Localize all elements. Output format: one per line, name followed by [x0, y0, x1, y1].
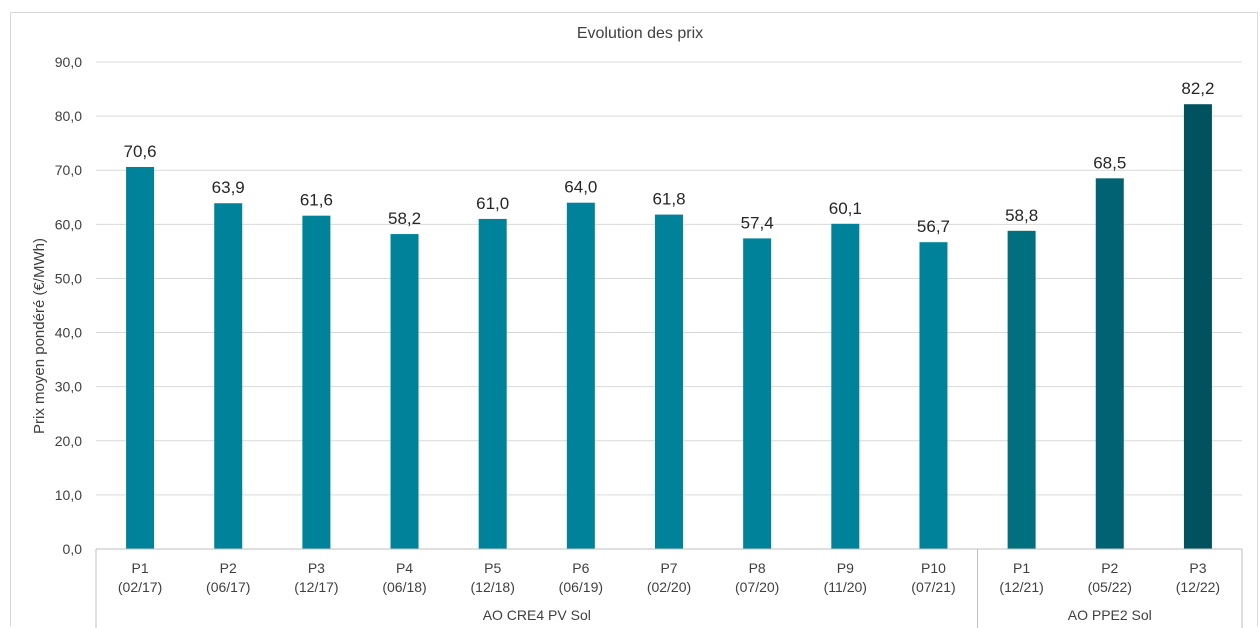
- data-label: 68,5: [1093, 153, 1126, 172]
- x-category-label: P1: [132, 560, 149, 576]
- bar: [566, 202, 595, 549]
- data-label: 56,7: [917, 217, 950, 236]
- x-category-date: (07/21): [911, 579, 955, 595]
- bar: [390, 234, 419, 549]
- x-category-label: P4: [396, 560, 413, 576]
- data-label: 61,6: [300, 191, 333, 210]
- data-label: 61,8: [652, 190, 685, 209]
- y-tick-label: 0,0: [63, 541, 83, 557]
- data-label: 58,2: [388, 209, 421, 228]
- data-label: 60,1: [829, 199, 862, 218]
- data-label: 61,0: [476, 194, 509, 213]
- x-category-label: P3: [308, 560, 325, 576]
- bar: [126, 166, 155, 549]
- y-axis-ticks: 0,0 10,0 20,0 30,0 40,0 50,0 60,0 70,0 80,0 90,0: [55, 54, 82, 557]
- bar: [831, 223, 860, 549]
- bar: [655, 214, 683, 550]
- x-category-date: (02/17): [118, 579, 162, 595]
- y-tick-label: 10,0: [55, 487, 82, 503]
- data-label: 70,6: [124, 142, 157, 161]
- x-category-label: P10: [921, 560, 946, 576]
- x-category-label: P5: [484, 560, 501, 576]
- y-tick-label: 60,0: [55, 216, 82, 232]
- y-tick-label: 20,0: [55, 433, 82, 449]
- bar: [919, 242, 948, 549]
- chart-frame: [10, 12, 1258, 626]
- x-category-label: P2: [220, 560, 237, 576]
- data-label: 57,4: [741, 213, 774, 232]
- chart-title: Evolution des prix: [577, 25, 703, 42]
- x-category-label: P1: [1013, 560, 1030, 576]
- data-label: 82,2: [1181, 79, 1214, 98]
- data-label: 58,8: [1005, 206, 1038, 225]
- bar: [214, 203, 243, 550]
- data-label: 63,9: [212, 178, 245, 197]
- bar: [1183, 104, 1212, 549]
- bars: 70,6 63,9 61,6 58,2 61,0 64,0 61,8 57,4 60,1 56,7…: [124, 79, 1214, 550]
- y-tick-label: 50,0: [55, 270, 82, 286]
- x-category-date: (02/20): [647, 579, 691, 595]
- x-group-label: AO PPE2 Sol: [1068, 607, 1152, 623]
- x-category-date: (12/22): [1176, 579, 1220, 595]
- x-category-label: P8: [749, 560, 766, 576]
- x-category-date: (12/18): [471, 579, 515, 595]
- data-label: 64,0: [564, 178, 597, 197]
- y-tick-label: 70,0: [55, 162, 82, 178]
- bar: [1007, 230, 1036, 549]
- x-category-date: (05/22): [1088, 579, 1132, 595]
- bar: [302, 215, 331, 550]
- bar: [1095, 178, 1124, 550]
- x-category-date: (07/20): [735, 579, 779, 595]
- x-category-label: P7: [660, 560, 677, 576]
- x-category-label: P3: [1189, 560, 1206, 576]
- x-category-date: (11/20): [824, 579, 867, 595]
- x-category-date: (12/21): [999, 579, 1043, 595]
- y-tick-label: 40,0: [55, 325, 82, 341]
- bar: [743, 238, 772, 549]
- x-group-label: AO CRE4 PV Sol: [483, 607, 591, 623]
- x-category-label: P6: [572, 560, 589, 576]
- x-axis: P1 (02/17) P2 (06/17) P3 (12/17) P4 (06/18) P5 (1…: [95, 548, 1243, 628]
- y-tick-label: 30,0: [55, 379, 82, 395]
- x-category-date: (06/18): [382, 579, 426, 595]
- x-category-label: P9: [837, 560, 854, 576]
- x-category-date: (06/19): [559, 579, 603, 595]
- bar: [478, 218, 507, 549]
- x-category-date: (06/17): [206, 579, 250, 595]
- x-category-label: P2: [1101, 560, 1118, 576]
- y-tick-label: 80,0: [55, 108, 82, 124]
- x-category-date: (12/17): [294, 579, 338, 595]
- y-axis-label: Prix moyen pondéré (€/MWh): [31, 238, 48, 434]
- y-tick-label: 90,0: [55, 54, 82, 70]
